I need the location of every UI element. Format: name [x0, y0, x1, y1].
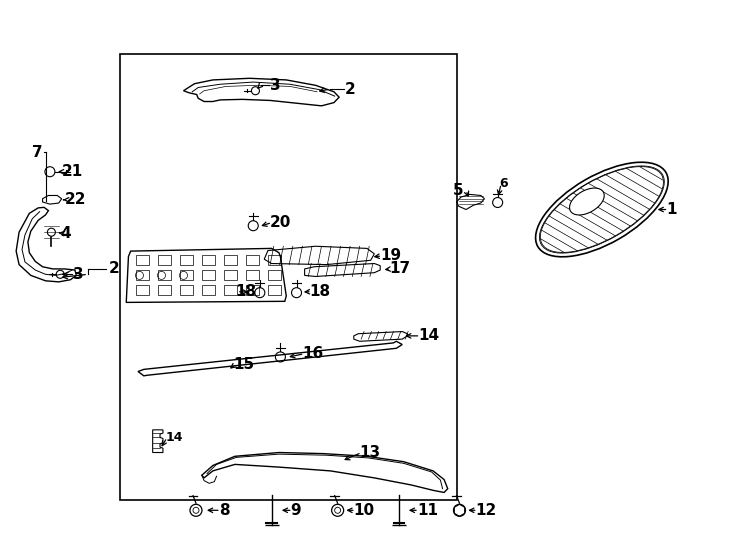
Ellipse shape: [570, 188, 604, 215]
Text: 16: 16: [302, 346, 324, 361]
Text: 13: 13: [360, 445, 381, 460]
Text: 2: 2: [109, 261, 120, 276]
Text: 18: 18: [310, 284, 331, 299]
Text: 2: 2: [345, 82, 356, 97]
Bar: [120, 54, 457, 500]
Text: 5: 5: [454, 183, 464, 198]
Text: 11: 11: [417, 503, 438, 518]
Text: 4: 4: [60, 226, 70, 241]
Text: 17: 17: [389, 261, 410, 276]
Text: 10: 10: [354, 503, 375, 518]
Text: 9: 9: [291, 503, 301, 518]
Text: 3: 3: [73, 267, 84, 282]
Text: 12: 12: [476, 503, 497, 518]
Text: 15: 15: [233, 357, 255, 372]
Text: 19: 19: [380, 248, 401, 264]
Text: 18: 18: [235, 284, 256, 299]
Text: 20: 20: [270, 215, 291, 230]
Text: 7: 7: [32, 145, 43, 160]
Text: 14: 14: [165, 431, 183, 444]
Text: 3: 3: [270, 78, 280, 93]
Text: 22: 22: [65, 192, 86, 207]
Text: 8: 8: [219, 503, 229, 518]
Text: 6: 6: [499, 177, 508, 190]
Ellipse shape: [540, 167, 664, 252]
Text: 21: 21: [62, 164, 83, 179]
Text: 1: 1: [666, 202, 677, 217]
Text: 14: 14: [418, 328, 440, 343]
